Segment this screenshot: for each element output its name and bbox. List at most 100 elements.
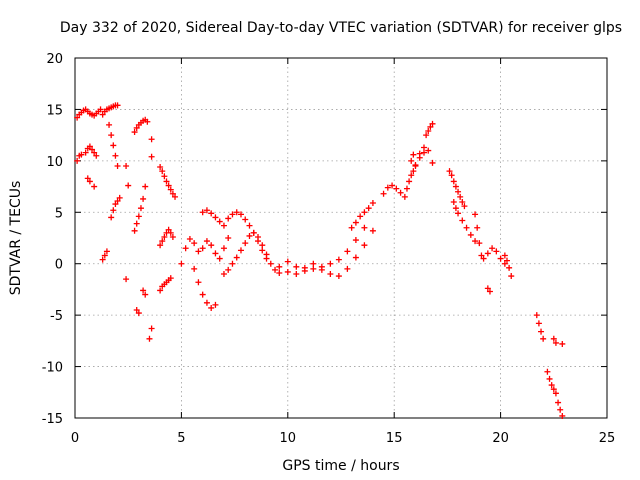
data-point: [212, 214, 219, 221]
data-point: [459, 199, 466, 205]
data-point: [293, 271, 300, 277]
data-point: [540, 335, 547, 342]
data-point: [157, 242, 164, 249]
data-point: [408, 157, 415, 164]
data-point: [452, 205, 459, 212]
series-arc-a: [74, 106, 104, 121]
data-point: [93, 152, 100, 159]
data-point: [259, 247, 266, 254]
data-point: [112, 201, 119, 208]
data-point: [199, 245, 206, 252]
data-point: [425, 128, 432, 135]
data-point: [208, 242, 215, 249]
data-point: [284, 258, 291, 265]
data-point: [163, 178, 170, 185]
data-point: [78, 151, 85, 158]
data-point: [229, 260, 236, 267]
data-point: [208, 210, 215, 217]
series-arc-x: [284, 227, 376, 280]
data-point: [450, 178, 457, 185]
series-arc-ac: [423, 120, 436, 139]
data-point: [461, 203, 468, 210]
data-point: [406, 178, 413, 185]
data-point: [89, 146, 96, 153]
data-point: [310, 260, 317, 267]
data-point: [250, 229, 257, 236]
data-point: [220, 245, 227, 252]
series-arc-af: [450, 199, 479, 245]
data-point: [416, 150, 423, 157]
data-point: [550, 386, 557, 393]
data-point: [216, 218, 223, 225]
data-point: [455, 210, 462, 217]
y-tick-label: -10: [42, 361, 63, 376]
data-point: [123, 276, 130, 283]
data-point: [161, 173, 168, 180]
data-point: [169, 233, 176, 240]
data-point: [555, 399, 562, 406]
data-point: [557, 406, 564, 413]
data-point: [203, 238, 210, 245]
data-point: [480, 255, 487, 262]
y-tick-label: -15: [42, 412, 63, 427]
series-arc-k: [131, 183, 149, 234]
series-arc-v: [220, 229, 283, 277]
data-point: [237, 211, 244, 218]
data-point: [318, 266, 325, 273]
series-arc-j: [131, 116, 151, 136]
data-point: [478, 252, 485, 259]
series-arc-d: [99, 102, 121, 118]
data-point: [123, 163, 130, 169]
data-point: [457, 193, 464, 200]
x-tick-label: 25: [599, 431, 616, 446]
series-arc-an: [555, 399, 566, 419]
data-point: [410, 151, 417, 158]
tick-labels: 0 5 10 15 20 25 -15 -10 -5 0 5 10 15 20: [42, 52, 616, 446]
data-point: [420, 149, 427, 156]
data-point: [450, 199, 457, 205]
data-point: [161, 233, 168, 240]
series-arc-t: [199, 207, 227, 229]
data-point: [425, 147, 432, 154]
plot-frame: [74, 57, 608, 419]
x-tick-label: 10: [280, 431, 297, 446]
data-point: [255, 233, 262, 240]
data-point: [550, 335, 557, 342]
data-point: [535, 320, 542, 327]
data-point: [348, 224, 355, 231]
series-arc-ad: [408, 151, 417, 164]
data-point: [135, 213, 142, 220]
data-point: [157, 164, 164, 171]
axis-ticks: [74, 57, 608, 419]
data-point: [220, 222, 227, 229]
data-point: [146, 335, 153, 342]
y-tick-label: 5: [55, 206, 63, 221]
data-point: [472, 211, 479, 218]
data-point: [135, 310, 142, 317]
data-point: [133, 220, 140, 227]
data-point: [335, 256, 342, 263]
data-point: [167, 186, 174, 193]
data-point: [114, 102, 121, 109]
data-point: [233, 209, 240, 216]
data-point: [552, 390, 559, 397]
data-point: [142, 183, 149, 190]
data-point: [195, 248, 202, 255]
data-point: [203, 207, 210, 214]
series-arc-q: [157, 275, 174, 294]
data-point: [484, 285, 491, 292]
data-point: [157, 287, 164, 294]
y-axis-label: SDTVAR / TECUs: [8, 181, 24, 296]
data-point: [393, 185, 400, 192]
data-point: [159, 238, 166, 245]
data-point: [344, 248, 351, 255]
grid-lines: [75, 58, 607, 418]
data-point: [365, 205, 372, 212]
series-arc-o: [157, 164, 179, 200]
data-point: [397, 189, 404, 196]
data-point: [344, 265, 351, 272]
data-point: [137, 205, 144, 212]
data-point: [233, 254, 240, 261]
data-point: [301, 264, 308, 271]
